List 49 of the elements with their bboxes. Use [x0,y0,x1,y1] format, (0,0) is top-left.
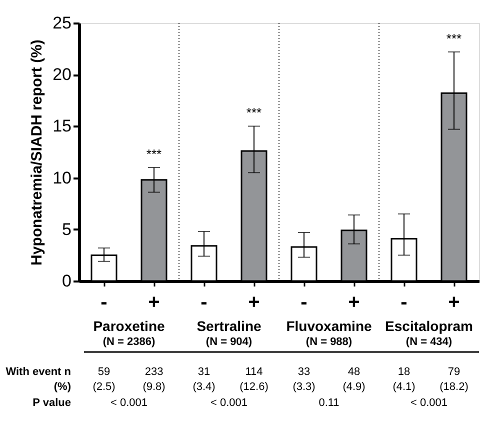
y-tick-label: 0 [62,272,72,290]
text: (N = 904) [206,336,252,348]
text: 18 [398,366,410,378]
annotation: *** [446,30,462,46]
text: (N = 434) [406,336,452,348]
y-tick-label: 10 [52,168,72,188]
data-label: (3.3) [292,381,316,393]
text: < 0.001 [210,397,248,409]
x-tick-label: - [400,292,408,314]
text: 33 [298,366,310,378]
text: Fluvoxamine [286,318,372,334]
y-tick-label: 15 [52,116,72,136]
x-tick-label: - [100,292,108,314]
x-tick-label: + [448,292,460,314]
data-label: (12.6) [240,381,268,393]
text: 31 [198,366,210,378]
annotation: *** [146,146,162,162]
x-tick-label: + [248,292,260,314]
x-tick-label: + [348,292,360,314]
text: Paroxetine [93,318,166,334]
text: P value [32,397,71,409]
y-tick-label: 25 [52,14,72,32]
y-axis-title: Hyponatremia/SIADH report (%) [28,40,46,266]
text: With event n [6,366,72,378]
text: 114 [245,366,263,378]
data-label: (18.2) [440,381,468,393]
text: (%) [54,381,72,393]
y-tick-label: 20 [52,65,72,84]
x-tick-label: + [148,292,160,314]
data-label: (3.4) [192,381,216,393]
data-label: (4.1) [392,381,416,393]
text: < 0.001 [110,397,148,409]
text: 59 [98,366,110,378]
text: Escitalopram [385,318,473,334]
data-label: (9.8) [142,381,166,393]
text: (N = 988) [306,336,352,348]
x-tick-label: - [300,292,308,314]
text: 79 [448,366,460,378]
text: 48 [348,366,360,378]
text: Sertraline [196,318,262,334]
data-label: (2.5) [92,381,116,393]
text: < 0.001 [410,397,448,409]
text: 0.11 [318,397,340,409]
text: 233 [144,366,164,378]
x-tick-label: - [200,292,208,314]
annotation: *** [246,105,262,120]
data-label: (4.9) [342,381,366,393]
text: (N = 2386) [102,336,156,348]
y-tick-label: 5 [62,220,72,239]
